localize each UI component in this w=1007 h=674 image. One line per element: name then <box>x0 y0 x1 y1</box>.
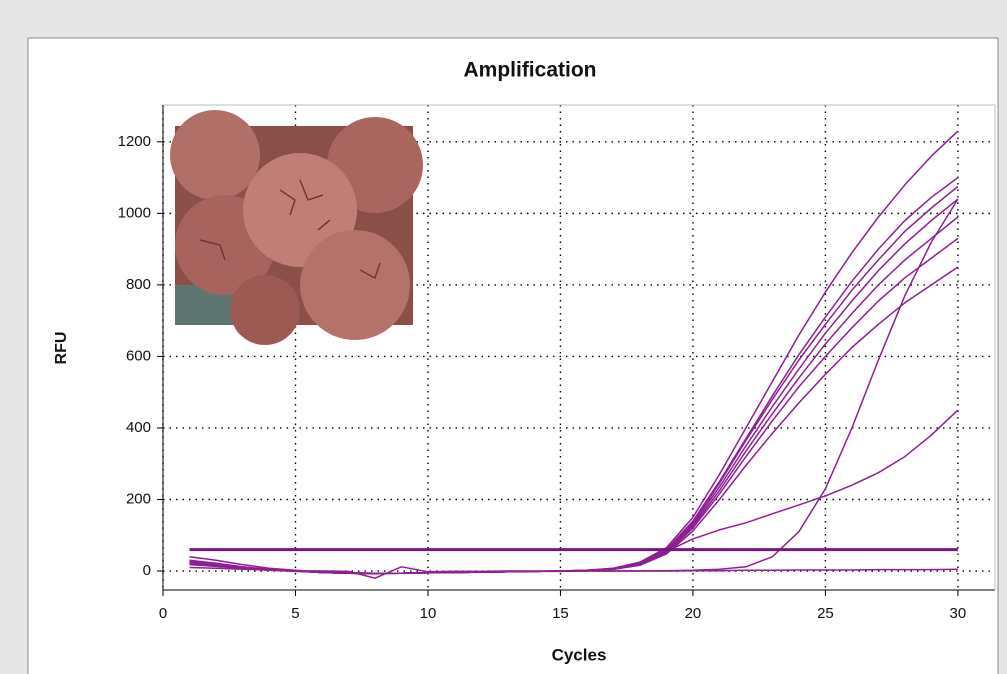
y-tick-label: 1200 <box>118 133 151 150</box>
photo-inset <box>170 110 423 345</box>
x-tick-label: 0 <box>159 605 167 622</box>
plot-area: 0 200 400 600 800 1000 1200 0 5 10 15 20 25 30 <box>118 104 996 622</box>
y-axis-label: RFU <box>53 332 70 365</box>
x-tick-label: 20 <box>685 605 702 622</box>
x-axis-label: Cycles <box>552 645 607 664</box>
x-tick-label: 25 <box>817 605 834 622</box>
series-line <box>189 566 958 579</box>
y-tick-label: 200 <box>126 490 151 507</box>
x-tick-label: 10 <box>420 605 437 622</box>
photo-cookie <box>230 275 300 345</box>
chart-title: Amplification <box>463 59 596 82</box>
y-tick-label: 1000 <box>118 204 151 221</box>
photo-cracks <box>199 179 381 280</box>
y-tick-label: 0 <box>143 562 151 579</box>
y-tick-label: 800 <box>126 276 151 293</box>
x-tick-label: 5 <box>291 605 299 622</box>
x-tick-label: 30 <box>950 605 967 622</box>
x-tick-label: 15 <box>552 605 569 622</box>
photo-cookie <box>170 110 260 200</box>
y-tick-label: 400 <box>126 419 151 436</box>
photo-cookie <box>300 230 410 340</box>
y-tick-label: 600 <box>126 347 151 364</box>
